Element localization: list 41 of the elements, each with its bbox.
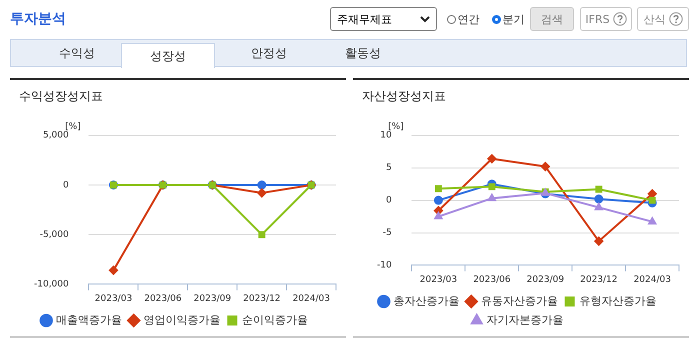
y-axis-title: [%] (65, 122, 81, 132)
legend-label: 유형자산증가율 (579, 294, 656, 308)
x-tick-label: 2024/03 (634, 274, 671, 285)
text: 활동성 (344, 45, 382, 62)
text: 연간 (458, 12, 480, 26)
legend-label: 총자산증가율 (393, 294, 460, 308)
text: 투자분석 (10, 10, 66, 28)
legend-label: 영업이익증가율 (143, 313, 220, 326)
y-tick-label: -10,000 (34, 280, 69, 290)
x-tick-label: 2023/06 (144, 294, 182, 304)
legend-label: 순이익증가율 (242, 313, 308, 326)
y-tick-label: 5,000 (42, 130, 70, 141)
legend-label: 매출액증가율 (56, 313, 122, 326)
text: IFRS (585, 12, 610, 26)
y-tick-label: -5 (382, 228, 392, 238)
y-tick-label: -10 (376, 260, 392, 271)
text: 검색 (541, 12, 563, 26)
chart-title: 자산성장성지표 (362, 88, 446, 105)
y-tick-label: 5 (386, 163, 392, 174)
y-tick-label: 0 (63, 180, 70, 190)
x-tick-label: 2023/03 (94, 294, 132, 304)
text: 분기 (502, 12, 524, 26)
x-tick-label: 2023/03 (420, 274, 458, 285)
chart-title: 수익성장성지표 (19, 88, 103, 105)
text: 주재무제표 (337, 12, 392, 26)
x-tick-label: 2023/06 (473, 274, 511, 285)
x-tick-label: 2023/12 (580, 274, 618, 285)
y-tick-label: 0 (386, 196, 392, 206)
y-tick-label: 10 (380, 130, 392, 141)
x-tick-label: 2023/12 (243, 294, 281, 304)
x-tick-label: 2024/03 (292, 294, 330, 304)
x-tick-label: 2023/09 (194, 294, 232, 304)
y-axis-title: [%] (388, 122, 404, 132)
text: 안정성 (250, 45, 288, 62)
x-tick-label: 2023/09 (526, 274, 564, 285)
legend-label: 유동자산증가율 (480, 294, 558, 308)
y-tick-label: -5,000 (40, 230, 70, 240)
text: 산식 (644, 12, 666, 26)
legend-label: 자기자본증가율 (486, 313, 564, 326)
text: 수익성 (58, 45, 96, 62)
text: 성장성 (121, 43, 215, 68)
